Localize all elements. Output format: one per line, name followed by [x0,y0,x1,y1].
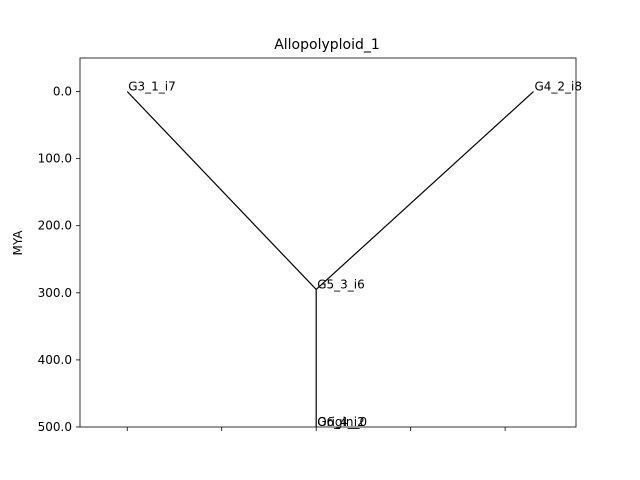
node-label-g3: G3_1_i7 [128,80,176,94]
y-tick-label: 100.0 [38,152,72,166]
y-tick-label: 300.0 [38,286,72,300]
y-tick-label: 200.0 [38,219,72,233]
node-label-g5: G5_3_i6 [317,277,365,291]
y-axis-label: MYA [11,230,25,256]
y-tick-label: 400.0 [38,353,72,367]
edge-g3-g5 [126,91,317,290]
x-axis-ticks [126,427,506,431]
node-label-origin: Origin_0 [317,415,367,429]
y-tick-label: 0.0 [53,85,72,99]
node-label-g6: G6_4_i2 [317,415,365,429]
chart-title: Allopolyploid_1 [274,37,380,53]
y-tick-label: 500.0 [38,420,72,434]
node-label-g4: G4_2_i8 [534,80,582,94]
plot-frame [79,57,577,428]
edge-g4-g5 [315,91,534,290]
y-axis-ticks: 0.0 100.0 200.0 300.0 400.0 500.0 [38,85,80,434]
tree-edges [126,91,534,427]
